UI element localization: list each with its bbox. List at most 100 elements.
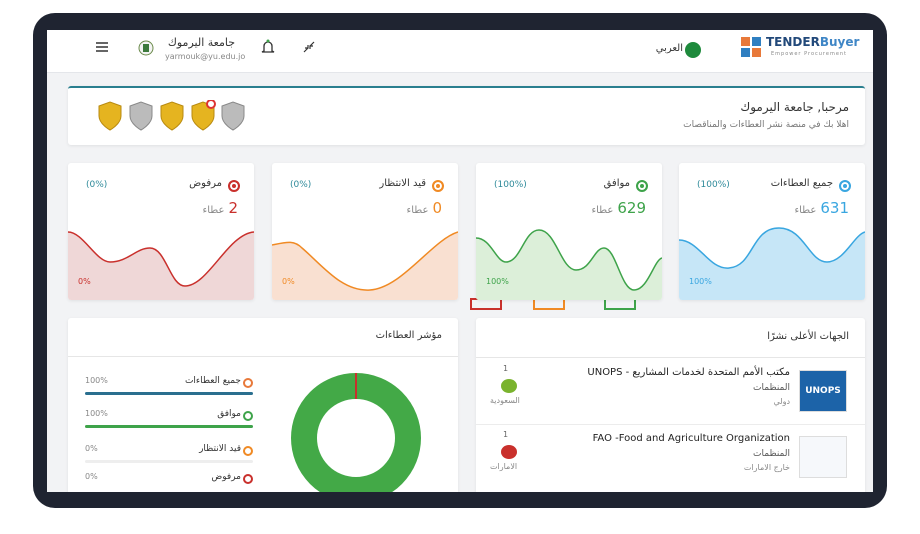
- stat-count: 631: [820, 199, 849, 217]
- publisher-category: المنظمات: [753, 383, 790, 393]
- stat-count-row: 0 عطاء: [407, 199, 442, 217]
- sparkline: [679, 227, 865, 300]
- sparkline-label: 100%: [689, 277, 712, 286]
- brand-b: Buyer: [819, 35, 860, 49]
- indicator-title: مؤشر العطاءات: [375, 330, 442, 341]
- publisher-views: 1: [503, 364, 509, 373]
- status-icon: [432, 180, 444, 192]
- indicator-label: قيد الانتظار: [199, 444, 241, 454]
- donut-ring: [291, 373, 421, 492]
- publishers-title: الجهات الأعلى نشرًا: [767, 331, 849, 342]
- country-flag: [501, 445, 517, 459]
- welcome-subtitle: اهلا بك في منصة نشر العطاءات والمناقصات: [683, 120, 849, 130]
- stat-count-row: 631 عطاء: [794, 199, 849, 217]
- sparkline: [272, 231, 458, 300]
- stat-unit: عطاء: [591, 205, 614, 216]
- stat-card: مرفوض (0%) 2 عطاء 0%: [68, 163, 254, 300]
- stat-unit: عطاء: [202, 205, 225, 216]
- brand-icon: [741, 37, 761, 57]
- badge: [221, 101, 245, 131]
- welcome-title: مرحبا, جامعة اليرموك: [740, 100, 849, 114]
- progress-bar: [85, 425, 253, 428]
- stat-percent: (100%): [697, 180, 730, 190]
- stat-label: موافق: [603, 178, 630, 189]
- indicator-icon: [243, 378, 253, 388]
- stat-count: 0: [432, 199, 442, 217]
- progress-bar: [85, 392, 253, 395]
- publisher-name: مكتب الأمم المتحدة لخدمات المشاريع - UNO…: [587, 367, 790, 378]
- collapse-icon[interactable]: [303, 41, 315, 53]
- sparkline-label: 100%: [486, 277, 509, 286]
- indicator-percent: 100%: [85, 376, 108, 385]
- divider: [476, 424, 865, 425]
- publisher-logo: UNOPS: [799, 370, 847, 412]
- publisher-location: خارج الامارات: [743, 463, 790, 472]
- status-icon: [228, 180, 240, 192]
- status-icon: [636, 180, 648, 192]
- stat-card: قيد الانتظار (0%) 0 عطاء 0%: [272, 163, 458, 300]
- stat-unit: عطاء: [794, 205, 817, 216]
- language-avatar: [685, 42, 701, 58]
- divider: [68, 356, 458, 357]
- indicator-percent: 100%: [85, 409, 108, 418]
- brand-name: TENDERBuyer: [766, 35, 859, 49]
- publisher-logo: [799, 436, 847, 478]
- indicator-icon: [243, 474, 253, 484]
- sparkline-area: [679, 228, 865, 300]
- sparkline-label: 0%: [282, 277, 295, 286]
- bell-icon[interactable]: [261, 39, 275, 55]
- stat-label: مرفوض: [189, 178, 222, 189]
- indicator-card: مؤشر العطاءات جميع العطاءات 100% موافق 100%…: [68, 318, 458, 492]
- publisher-name: FAO -Food and Agriculture Organization: [592, 433, 790, 444]
- sparkline-area: [272, 232, 458, 300]
- publishers-card: الجهات الأعلى نشرًا UNOPS مكتب الأمم المت…: [476, 318, 865, 492]
- publisher-views: 1: [503, 430, 509, 439]
- indicator-percent: 0%: [85, 444, 98, 453]
- language-selector[interactable]: العربي: [655, 43, 683, 54]
- top-bar: جامعة اليرموك yarmouk@yu.edu.jo العربي T…: [47, 30, 873, 73]
- stat-count-row: 2 عطاء: [203, 199, 238, 217]
- stat-count: 629: [617, 199, 646, 217]
- publisher-country: الامارات: [490, 462, 518, 471]
- publisher-category: المنظمات: [753, 449, 790, 459]
- sparkline-line: [679, 227, 865, 269]
- publisher-location: دولي: [773, 397, 790, 406]
- stat-count-row: 629 عطاء: [591, 199, 646, 217]
- divider: [476, 357, 865, 358]
- user-name[interactable]: جامعة اليرموك: [167, 36, 235, 49]
- status-icon: [839, 180, 851, 192]
- sparkline-line: [476, 229, 662, 291]
- stat-label: جميع العطاءات: [770, 178, 833, 189]
- stat-percent: (100%): [494, 180, 527, 190]
- sparkline-label: 0%: [78, 277, 91, 286]
- stat-count: 2: [228, 199, 238, 217]
- brand-tagline: Empower Procurement: [771, 51, 848, 57]
- stat-percent: (0%): [290, 180, 312, 190]
- screen: جامعة اليرموك yarmouk@yu.edu.jo العربي T…: [47, 30, 873, 492]
- stat-unit: عطاء: [406, 205, 429, 216]
- donut-chart: [291, 373, 421, 492]
- stat-label: قيد الانتظار: [379, 178, 426, 189]
- badges: [98, 100, 245, 131]
- badge: [98, 101, 122, 131]
- stat-percent: (0%): [86, 180, 108, 190]
- brand-a: TENDER: [766, 35, 820, 49]
- sparkline: [68, 231, 254, 300]
- user-email: yarmouk@yu.edu.jo: [165, 52, 246, 61]
- sparkline-area: [68, 232, 254, 300]
- indicator-icon: [243, 411, 253, 421]
- sparkline-line: [68, 231, 254, 287]
- badge: [191, 100, 216, 131]
- stat-card: جميع العطاءات (100%) 631 عطاء 100%: [679, 163, 865, 300]
- indicator-label: جميع العطاءات: [184, 376, 241, 386]
- menu-icon[interactable]: [95, 41, 109, 53]
- badge: [160, 101, 184, 131]
- country-flag: [501, 379, 517, 393]
- indicator-icon: [243, 446, 253, 456]
- badge: [129, 101, 153, 131]
- welcome-card: مرحبا, جامعة اليرموك اهلا بك في منصة نشر…: [68, 86, 865, 145]
- publisher-country: السعودية: [490, 396, 520, 405]
- indicator-percent: 0%: [85, 472, 98, 481]
